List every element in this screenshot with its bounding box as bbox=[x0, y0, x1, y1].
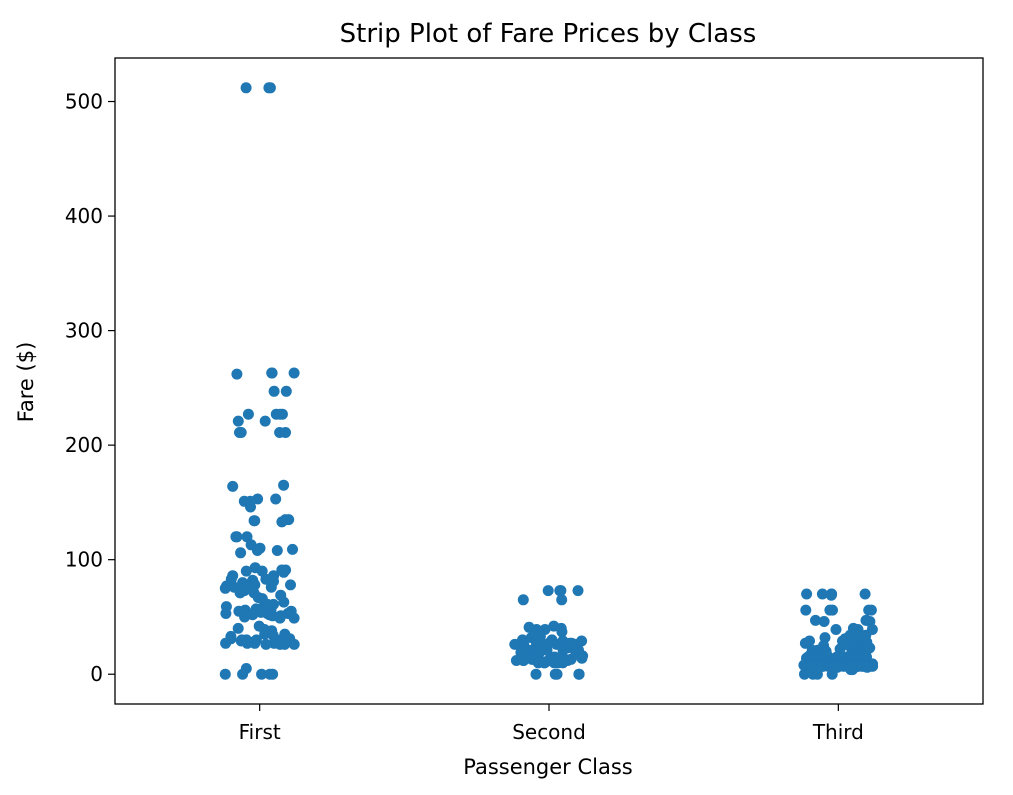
x-tick-label-first: First bbox=[239, 720, 281, 744]
data-point-first bbox=[274, 408, 286, 420]
data-point-third bbox=[817, 660, 829, 672]
data-point-first bbox=[259, 415, 271, 427]
data-point-first bbox=[239, 611, 251, 623]
data-point-first bbox=[278, 479, 290, 491]
data-point-first bbox=[259, 628, 271, 640]
data-point-third bbox=[810, 614, 821, 626]
data-point-second bbox=[517, 594, 529, 606]
data-point-third bbox=[859, 588, 871, 600]
data-point-second bbox=[572, 585, 584, 597]
data-point-first bbox=[235, 547, 247, 559]
data-point-third bbox=[845, 664, 857, 676]
data-point-third bbox=[852, 624, 864, 635]
data-point-first bbox=[279, 638, 291, 650]
data-point-first bbox=[220, 637, 232, 649]
x-tick-label-third: Third bbox=[812, 720, 864, 744]
data-point-second bbox=[554, 585, 566, 597]
data-point-first bbox=[249, 579, 261, 591]
data-point-first bbox=[260, 638, 272, 650]
data-point-third bbox=[818, 616, 830, 627]
data-point-second bbox=[530, 668, 542, 680]
data-point-third bbox=[800, 604, 812, 616]
data-point-second bbox=[573, 668, 585, 680]
data-point-third bbox=[801, 588, 813, 600]
x-tick-label-second: Second bbox=[512, 720, 586, 744]
data-point-first bbox=[241, 637, 253, 649]
data-point-first bbox=[220, 608, 232, 619]
data-point-first bbox=[240, 565, 252, 577]
data-point-first bbox=[232, 622, 244, 634]
data-point-first bbox=[251, 545, 263, 556]
data-point-second bbox=[517, 655, 529, 666]
data-point-first bbox=[280, 385, 292, 397]
data-point-third bbox=[830, 624, 842, 635]
data-point-first bbox=[268, 385, 280, 397]
y-tick-label: 0 bbox=[90, 662, 103, 686]
data-point-first bbox=[276, 516, 288, 528]
data-point-second bbox=[576, 652, 588, 664]
data-point-first bbox=[234, 427, 245, 438]
data-point-first bbox=[267, 668, 279, 680]
y-tick-label: 500 bbox=[65, 90, 103, 114]
data-point-first bbox=[230, 531, 242, 543]
y-tick-label: 100 bbox=[65, 548, 103, 572]
data-point-second bbox=[548, 657, 560, 669]
data-point-second bbox=[556, 594, 568, 606]
data-point-third bbox=[824, 604, 836, 616]
data-point-first bbox=[219, 582, 231, 594]
data-point-first bbox=[270, 493, 282, 505]
y-axis: 0 100 200 300 400 500 bbox=[65, 90, 115, 686]
data-point-third bbox=[861, 661, 873, 673]
data-point-first bbox=[227, 480, 239, 492]
data-point-first bbox=[240, 82, 252, 94]
data-point-third bbox=[799, 668, 810, 680]
data-point-first bbox=[266, 367, 278, 379]
data-point-first bbox=[278, 566, 290, 578]
data-point-third bbox=[816, 588, 828, 600]
y-tick-label: 300 bbox=[65, 319, 103, 343]
data-point-first bbox=[288, 367, 300, 379]
data-point-third bbox=[811, 668, 823, 680]
data-point-first bbox=[287, 543, 298, 555]
data-point-first bbox=[242, 408, 254, 420]
data-point-first bbox=[232, 415, 244, 427]
chart-title: Strip Plot of Fare Prices by Class bbox=[340, 19, 757, 49]
data-point-second bbox=[557, 644, 569, 656]
data-point-second bbox=[538, 657, 550, 669]
data-point-first bbox=[256, 668, 268, 680]
points-layer bbox=[219, 82, 879, 680]
data-point-second bbox=[556, 626, 568, 638]
data-point-first bbox=[280, 427, 291, 438]
data-point-first bbox=[285, 579, 296, 591]
data-point-third bbox=[865, 604, 877, 616]
data-point-first bbox=[237, 668, 249, 680]
data-point-second bbox=[542, 585, 554, 597]
y-tick-label: 400 bbox=[65, 204, 103, 228]
data-point-first bbox=[288, 638, 300, 650]
x-axis-label: Passenger Class bbox=[463, 755, 633, 779]
data-point-first bbox=[245, 501, 256, 513]
data-point-first bbox=[274, 612, 286, 624]
data-point-third bbox=[799, 637, 811, 649]
data-point-first bbox=[278, 596, 290, 608]
data-point-first bbox=[219, 668, 231, 680]
data-point-first bbox=[288, 612, 300, 624]
y-axis-label: Fare ($) bbox=[14, 342, 38, 423]
data-point-second bbox=[551, 668, 563, 680]
x-axis: First Second Third bbox=[239, 704, 864, 744]
data-point-first bbox=[271, 545, 283, 556]
data-point-first bbox=[249, 515, 261, 527]
data-point-first bbox=[263, 82, 275, 94]
data-point-first bbox=[265, 581, 277, 593]
data-point-first bbox=[234, 587, 246, 599]
data-point-third bbox=[826, 668, 838, 680]
data-point-first bbox=[231, 368, 243, 380]
data-point-third bbox=[825, 589, 837, 601]
y-tick-label: 200 bbox=[65, 433, 103, 457]
